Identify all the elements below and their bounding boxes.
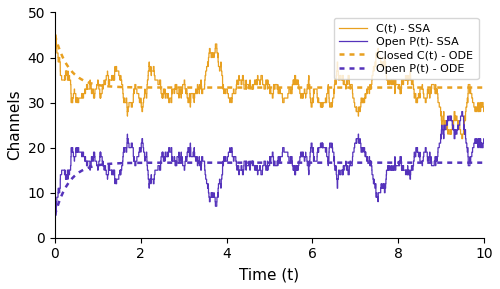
- C(t) - SSA: [120, 101, 126, 104]
- C(t) - SSA: [481, 105, 487, 109]
- Open P(t) - ODE: [52, 214, 58, 217]
- Line: C(t) - SSA: C(t) - SSA: [55, 35, 484, 139]
- C(t) - SSA: [229, 96, 235, 100]
- Open P(t) - ODE: [468, 161, 474, 164]
- Open P(t)- SSA: [179, 160, 185, 163]
- C(t) - SSA: [179, 87, 185, 91]
- Closed C(t) - ODE: [481, 86, 487, 89]
- C(t) - SSA: [75, 101, 81, 104]
- Open P(t) - ODE: [74, 172, 80, 176]
- Y-axis label: Channels: Channels: [7, 90, 22, 160]
- C(t) - SSA: [221, 87, 227, 91]
- Line: Open P(t) - ODE: Open P(t) - ODE: [55, 163, 484, 215]
- C(t) - SSA: [459, 137, 465, 140]
- Open P(t) - ODE: [481, 161, 487, 164]
- Open P(t) - ODE: [250, 161, 256, 164]
- Open P(t)- SSA: [75, 146, 81, 149]
- Line: Open P(t)- SSA: Open P(t)- SSA: [55, 112, 484, 215]
- X-axis label: Time (t): Time (t): [240, 267, 300, 282]
- Closed C(t) - ODE: [468, 86, 474, 89]
- Open P(t)- SSA: [464, 150, 470, 154]
- Open P(t) - ODE: [469, 161, 475, 164]
- Open P(t)- SSA: [459, 110, 465, 113]
- Line: Closed C(t) - ODE: Closed C(t) - ODE: [55, 35, 484, 88]
- Open P(t)- SSA: [481, 141, 487, 145]
- Legend: C(t) - SSA, Open P(t)- SSA, Closed C(t) - ODE, Open P(t) - ODE: C(t) - SSA, Open P(t)- SSA, Closed C(t) …: [334, 18, 478, 79]
- Open P(t) - ODE: [390, 161, 396, 164]
- Open P(t)- SSA: [52, 214, 58, 217]
- Closed C(t) - ODE: [390, 86, 396, 89]
- Closed C(t) - ODE: [52, 33, 58, 37]
- Open P(t)- SSA: [229, 150, 235, 154]
- Closed C(t) - ODE: [260, 86, 266, 89]
- C(t) - SSA: [52, 33, 58, 37]
- Open P(t)- SSA: [120, 146, 126, 149]
- Closed C(t) - ODE: [250, 86, 256, 89]
- Closed C(t) - ODE: [469, 86, 475, 89]
- Open P(t)- SSA: [221, 160, 227, 163]
- Closed C(t) - ODE: [74, 75, 80, 78]
- C(t) - SSA: [464, 96, 470, 100]
- Open P(t) - ODE: [260, 161, 266, 164]
